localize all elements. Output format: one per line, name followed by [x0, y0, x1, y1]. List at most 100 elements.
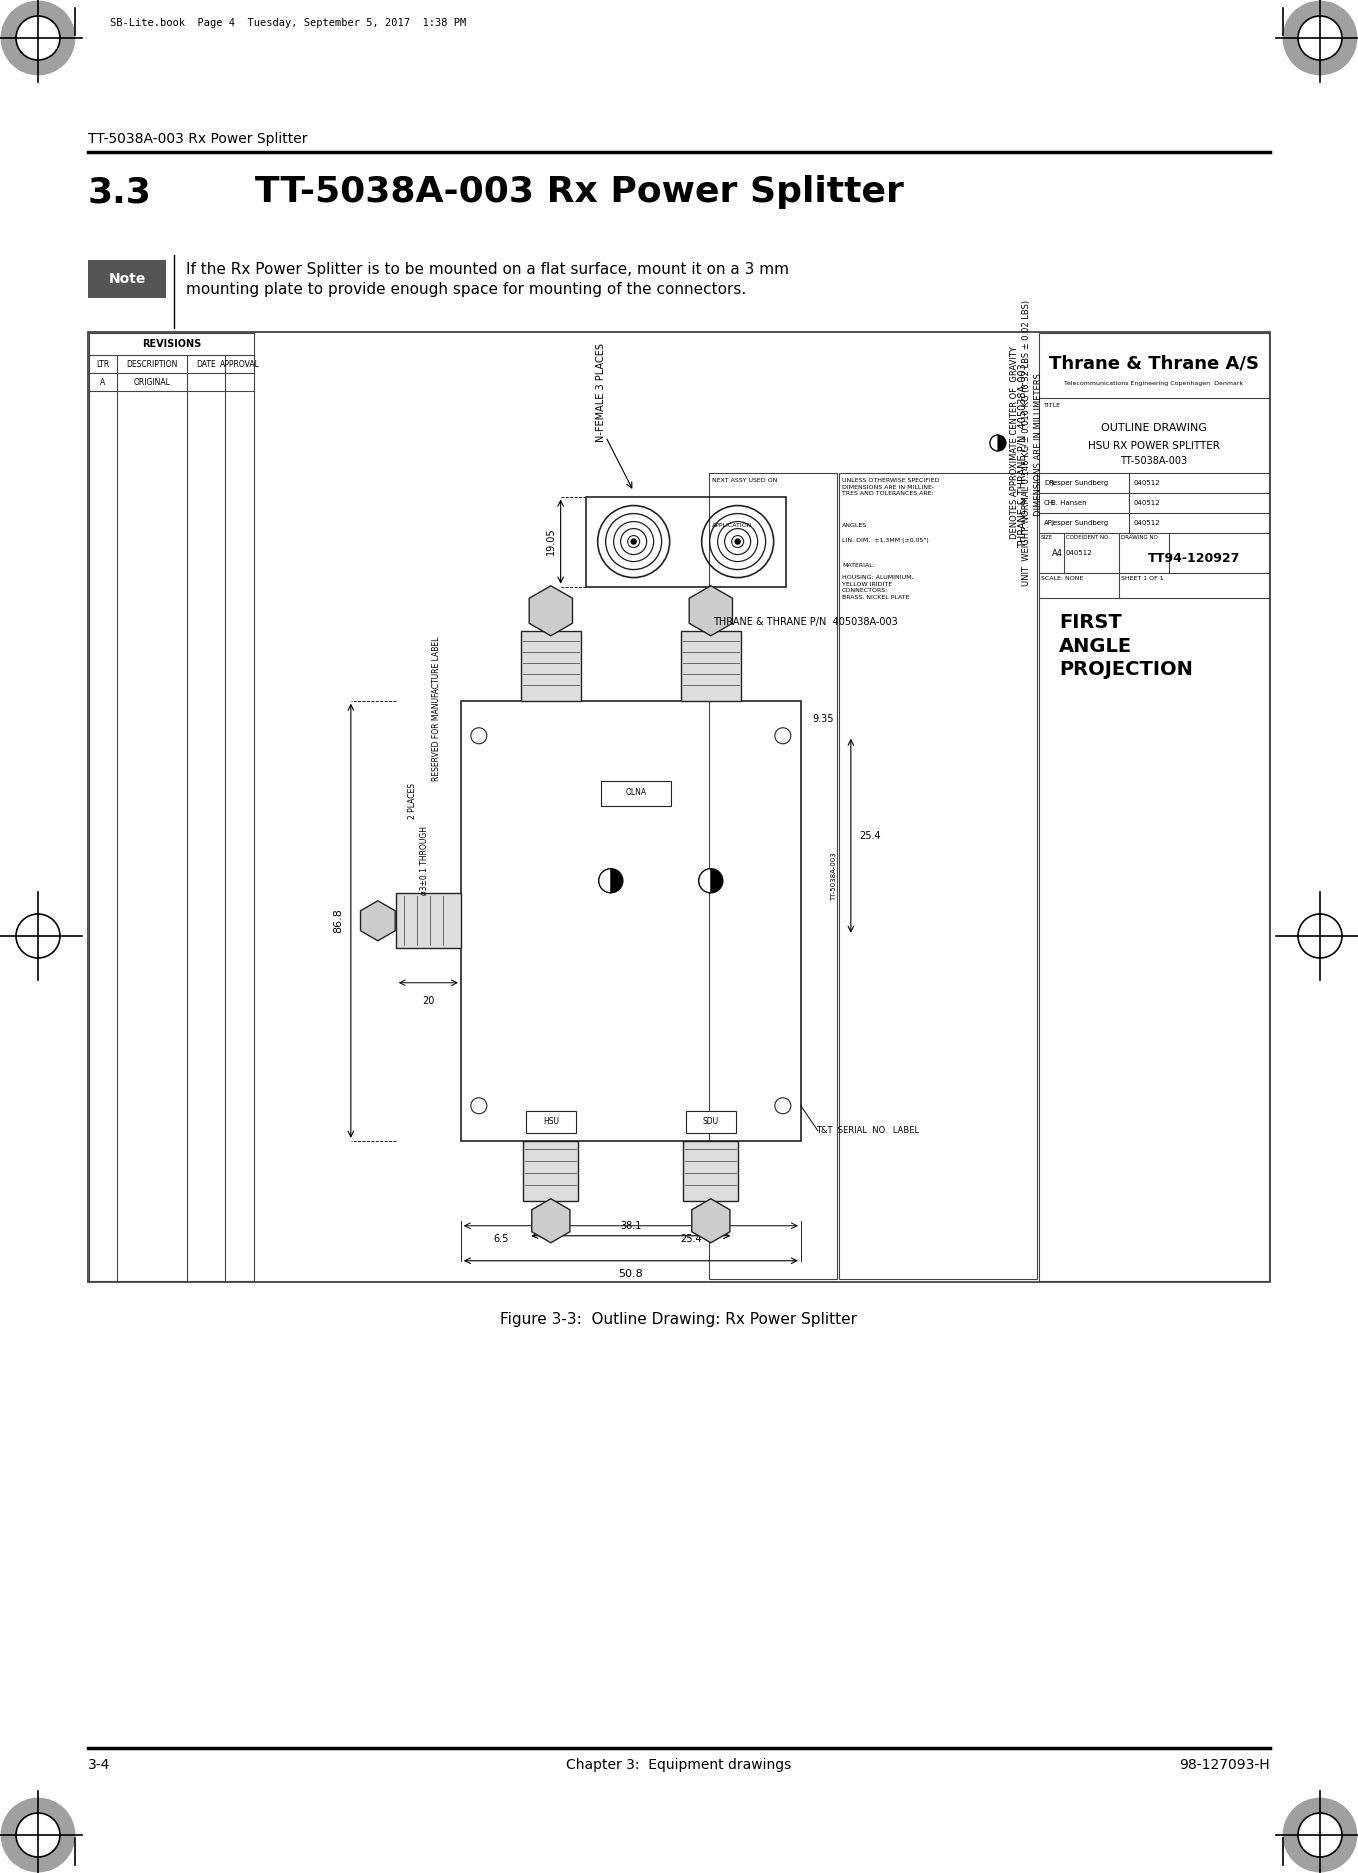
- Text: 25.4: 25.4: [858, 832, 880, 841]
- Text: ANGLES: ANGLES: [842, 523, 868, 528]
- Text: 20: 20: [422, 996, 435, 1006]
- Text: 98-127093-H: 98-127093-H: [1179, 1759, 1270, 1772]
- Text: REVISIONS: REVISIONS: [141, 339, 201, 348]
- Wedge shape: [990, 435, 998, 451]
- Text: A: A: [100, 378, 106, 386]
- Text: TITLE: TITLE: [1044, 403, 1061, 408]
- Text: HOUSING: ALUMINIUM,
YELLOW IRIDITE
CONNECTORS:
BRASS, NICKEL PLATE: HOUSING: ALUMINIUM, YELLOW IRIDITE CONNE…: [842, 575, 914, 599]
- Text: CH.: CH.: [1044, 500, 1057, 506]
- Text: N-FEMALE 3 PLACES: N-FEMALE 3 PLACES: [596, 343, 606, 442]
- Circle shape: [735, 539, 740, 543]
- Bar: [680, 631, 741, 701]
- Polygon shape: [530, 586, 573, 635]
- Text: 040512: 040512: [1134, 500, 1161, 506]
- Text: FIRST
ANGLE
PROJECTION: FIRST ANGLE PROJECTION: [1059, 612, 1192, 680]
- Bar: [460, 701, 801, 1141]
- Text: 040512: 040512: [1066, 551, 1093, 556]
- Text: AP.: AP.: [1044, 521, 1054, 526]
- Text: DENOTES APPROXIMATE CENTER OF  GRAVITY: DENOTES APPROXIMATE CENTER OF GRAVITY: [1010, 347, 1018, 539]
- Text: Note: Note: [109, 272, 145, 287]
- Bar: [88, 260, 166, 298]
- Bar: [686, 1111, 736, 1133]
- Text: T&T  SERIAL  NO.  LABEL: T&T SERIAL NO. LABEL: [816, 1126, 919, 1135]
- Circle shape: [0, 0, 76, 75]
- Text: TT-5038A-003 Rx Power Splitter: TT-5038A-003 Rx Power Splitter: [255, 174, 904, 210]
- Text: UNIT  WEIGHT: NORMAL 0.146 KG ± 0.010 KG (0.32 LBS ± 0.02 LBS): UNIT WEIGHT: NORMAL 0.146 KG ± 0.010 KG …: [1023, 300, 1031, 586]
- Text: TT94-120927: TT94-120927: [1148, 551, 1240, 564]
- Polygon shape: [532, 1199, 570, 1244]
- Text: SB-Lite.book  Page 4  Tuesday, September 5, 2017  1:38 PM: SB-Lite.book Page 4 Tuesday, September 5…: [110, 19, 466, 28]
- Text: Figure 3-3:  Outline Drawing: Rx Power Splitter: Figure 3-3: Outline Drawing: Rx Power Sp…: [501, 1311, 857, 1326]
- Text: TT-5038A-003: TT-5038A-003: [1120, 455, 1187, 466]
- Text: 3.3: 3.3: [88, 174, 152, 210]
- Circle shape: [631, 539, 636, 543]
- Text: B. Hansen: B. Hansen: [1051, 500, 1086, 506]
- Text: A4: A4: [1052, 549, 1063, 558]
- Circle shape: [599, 869, 623, 893]
- Text: THRANE & THRANE P/N  405038A-003: THRANE & THRANE P/N 405038A-003: [713, 616, 898, 627]
- Text: SDU: SDU: [703, 1118, 718, 1126]
- Circle shape: [699, 869, 722, 893]
- Text: OUTLINE DRAWING: OUTLINE DRAWING: [1101, 423, 1207, 433]
- Text: 86.8: 86.8: [333, 908, 342, 933]
- Text: DRAWING NO: DRAWING NO: [1120, 536, 1158, 539]
- Bar: [683, 1141, 739, 1201]
- Text: 19.05: 19.05: [546, 528, 555, 556]
- Text: 040512: 040512: [1134, 521, 1161, 526]
- Text: HSU: HSU: [543, 1118, 559, 1126]
- Text: SIZE: SIZE: [1042, 536, 1054, 539]
- Text: Thrane & Thrane A/S: Thrane & Thrane A/S: [1048, 354, 1259, 373]
- Text: SHEET 1 OF 1: SHEET 1 OF 1: [1120, 577, 1164, 581]
- Circle shape: [1298, 17, 1342, 60]
- Text: OLNA: OLNA: [625, 789, 646, 798]
- Text: RESERVED FOR MANUFACTURE LABEL: RESERVED FOR MANUFACTURE LABEL: [432, 637, 441, 781]
- Polygon shape: [690, 586, 732, 635]
- Text: LIN. DIM.  ±1.3MM (±0.05"): LIN. DIM. ±1.3MM (±0.05"): [842, 538, 929, 543]
- Bar: [395, 893, 460, 948]
- Text: NEXT ASSY USED ON: NEXT ASSY USED ON: [712, 478, 777, 483]
- Text: Jesper Sundberg: Jesper Sundberg: [1051, 521, 1108, 526]
- Text: If the Rx Power Splitter is to be mounted on a flat surface, mount it on a 3 mm: If the Rx Power Splitter is to be mounte…: [186, 262, 789, 277]
- Text: 38.1: 38.1: [621, 1221, 641, 1231]
- Text: LTR: LTR: [96, 360, 110, 369]
- Text: 9.35: 9.35: [813, 714, 834, 723]
- Circle shape: [0, 1798, 76, 1873]
- Circle shape: [1298, 1813, 1342, 1856]
- Bar: [526, 1111, 576, 1133]
- Text: Telecommunications Engineering Copenhagen  Denmark: Telecommunications Engineering Copenhage…: [1065, 380, 1244, 386]
- Text: MATERIAL:: MATERIAL:: [842, 564, 875, 568]
- Bar: [709, 474, 837, 1279]
- Text: 3-4: 3-4: [88, 1759, 110, 1772]
- Circle shape: [1282, 0, 1358, 75]
- Text: HSU RX POWER SPLITTER: HSU RX POWER SPLITTER: [1088, 440, 1219, 451]
- Text: 040512: 040512: [1134, 479, 1161, 485]
- Bar: [88, 332, 1270, 1281]
- Circle shape: [16, 17, 60, 60]
- Polygon shape: [691, 1199, 729, 1244]
- Circle shape: [16, 1813, 60, 1856]
- Polygon shape: [360, 901, 395, 940]
- Text: SCALE: NONE: SCALE: NONE: [1042, 577, 1084, 581]
- Text: APPLICATION: APPLICATION: [712, 523, 752, 528]
- Text: 6.5: 6.5: [493, 1234, 508, 1244]
- Text: UNLESS OTHERWISE SPECIFIED
DIMENSIONS ARE IN MILLINE-
TRES AND TOLERANCES ARE:: UNLESS OTHERWISE SPECIFIED DIMENSIONS AR…: [842, 478, 940, 496]
- Text: ORIGINAL: ORIGINAL: [133, 378, 171, 386]
- Text: TT-5038A-003: TT-5038A-003: [831, 852, 837, 901]
- Bar: [90, 333, 254, 1281]
- Bar: [600, 781, 671, 805]
- Bar: [523, 1141, 579, 1201]
- Text: CODEIDENT NO.: CODEIDENT NO.: [1066, 536, 1109, 539]
- Text: 2 PLACES: 2 PLACES: [407, 783, 417, 819]
- Text: mounting plate to provide enough space for mounting of the connectors.: mounting plate to provide enough space f…: [186, 283, 747, 298]
- Bar: [521, 631, 581, 701]
- Text: Jesper Sundberg: Jesper Sundberg: [1051, 479, 1108, 485]
- Text: APPROVAL: APPROVAL: [220, 360, 259, 369]
- Text: ø3±0.1 THROUGH: ø3±0.1 THROUGH: [420, 826, 429, 895]
- Text: Chapter 3:  Equipment drawings: Chapter 3: Equipment drawings: [566, 1759, 792, 1772]
- Circle shape: [1282, 1798, 1358, 1873]
- Text: THRANE & THRANE P/N  405038A-003: THRANE & THRANE P/N 405038A-003: [1018, 363, 1028, 547]
- Text: DATE: DATE: [196, 360, 216, 369]
- Text: 50.8: 50.8: [618, 1268, 644, 1279]
- Wedge shape: [699, 869, 710, 893]
- Text: DIMENSIONS ARE IN MILLIMETERS.: DIMENSIONS ARE IN MILLIMETERS.: [1033, 371, 1043, 515]
